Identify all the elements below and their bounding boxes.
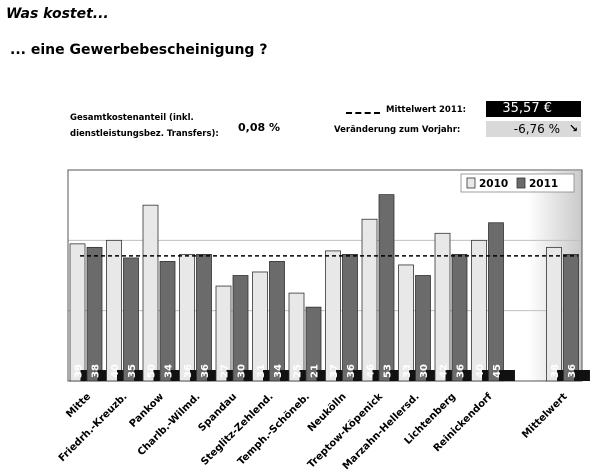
bar-2010-12: [546, 246, 562, 382]
mittelwert-value: 35,57 €: [486, 101, 566, 117]
mittelwert-label: Mittelwert 2011:: [386, 105, 467, 115]
data-label: 46: [366, 364, 377, 378]
data-label: 30: [237, 364, 248, 378]
bar-2010-3: [179, 253, 195, 382]
change-label: Veränderung zum Vorjahr:: [334, 125, 461, 135]
data-label-backdrop: [134, 370, 150, 381]
data-label: 34: [164, 364, 175, 378]
data-label-backdrop: [389, 370, 406, 381]
category-label: Steglitz-Zehlend.: [199, 391, 275, 467]
data-label: 36: [346, 364, 357, 378]
data-label: 21: [310, 364, 321, 378]
bar-2011-1: [123, 257, 139, 382]
bar-2010-5: [252, 271, 268, 382]
legend-swatch-2011: [516, 177, 526, 189]
bar-2011-4: [232, 275, 249, 382]
data-label: 33: [402, 364, 413, 378]
data-label: 36: [200, 364, 211, 378]
data-label-backdrop: [353, 370, 369, 381]
data-label: 50: [147, 364, 158, 378]
legend-swatch-2010: [466, 177, 476, 189]
category-label: Pankow: [128, 391, 166, 429]
page-title: ... eine Gewerbebescheinigung ?: [10, 42, 268, 58]
data-label-backdrop: [574, 370, 590, 381]
data-label-backdrop: [499, 370, 515, 381]
legend: 2010 2011: [460, 173, 575, 193]
bar-2011-2: [159, 261, 176, 382]
data-label-backdrop: [243, 370, 260, 381]
arrow-down-right-icon: ↘: [566, 121, 581, 137]
data-label: 25: [293, 364, 304, 378]
data-label: 42: [439, 364, 450, 378]
data-label: 40: [475, 364, 486, 378]
data-label: 40: [110, 364, 121, 378]
bar-2010-4: [215, 285, 232, 382]
bar-2011-8: [378, 194, 395, 382]
data-label: 36: [567, 364, 578, 378]
legend-label-2010: 2010: [479, 178, 508, 190]
bar-2011-3: [196, 253, 212, 382]
category-label: Friedrh.-Kreuzb.: [57, 391, 130, 464]
kosten-value: 0,08 %: [238, 121, 280, 134]
data-label: 36: [456, 364, 467, 378]
kosten-label: Gesamtkostenanteil (inkl. dienstleistung…: [70, 110, 219, 142]
bar-2010-11: [471, 239, 487, 382]
bar-2011-5: [269, 261, 285, 382]
data-label: 36: [183, 364, 194, 378]
category-label: Mitte: [64, 391, 93, 420]
mittelwert-value-corner: [566, 101, 581, 117]
bar-2011-12: [563, 253, 579, 382]
bar-2011-7: [342, 253, 358, 382]
bar-2011-0: [86, 246, 103, 382]
data-label: 30: [419, 364, 430, 378]
data-label: 53: [383, 364, 394, 378]
change-value: -6,76 %: [486, 121, 566, 137]
data-label-backdrop: [462, 370, 479, 381]
bar-2010-10: [434, 232, 451, 382]
bar-2011-6: [305, 306, 322, 382]
data-label-backdrop: [97, 370, 114, 381]
question-title: Was kostet...: [6, 6, 109, 22]
data-label-backdrop: [207, 370, 223, 381]
mittelwert-line-key: [346, 112, 380, 114]
data-label-backdrop: [280, 370, 296, 381]
data-label: 38: [91, 364, 102, 378]
bar-2011-9: [415, 275, 431, 382]
bar-2011-11: [488, 222, 504, 382]
category-label: Mittelwert: [520, 391, 570, 441]
data-label-backdrop: [170, 370, 187, 381]
data-label: 35: [127, 364, 138, 378]
data-label: 34: [273, 364, 284, 378]
bar-2010-0: [69, 243, 86, 382]
data-label: 39: [74, 364, 85, 378]
bar-2010-1: [106, 239, 122, 382]
bar-2011-10: [451, 253, 468, 382]
bar-2010-8: [361, 218, 378, 382]
data-label-backdrop: [426, 370, 442, 381]
kosten-label-line1: Gesamtkostenanteil (inkl.: [70, 113, 194, 123]
data-label: 45: [492, 364, 503, 378]
category-label: Temph.-Schöneb.: [236, 391, 312, 467]
kosten-label-line2: dienstleistungsbez. Transfers):: [70, 129, 219, 139]
data-label: 27: [220, 364, 231, 378]
legend-label-2011: 2011: [529, 178, 558, 190]
bar-2010-6: [288, 292, 305, 382]
data-label-backdrop: [316, 370, 333, 381]
data-label: 31: [256, 364, 267, 378]
data-label: 38: [550, 364, 561, 378]
category-label: Charlb.-Wilmd.: [136, 391, 203, 458]
bar-2010-2: [142, 204, 159, 382]
bar-2010-9: [398, 264, 414, 382]
bar-2010-7: [325, 250, 341, 382]
data-label: 37: [329, 364, 340, 378]
